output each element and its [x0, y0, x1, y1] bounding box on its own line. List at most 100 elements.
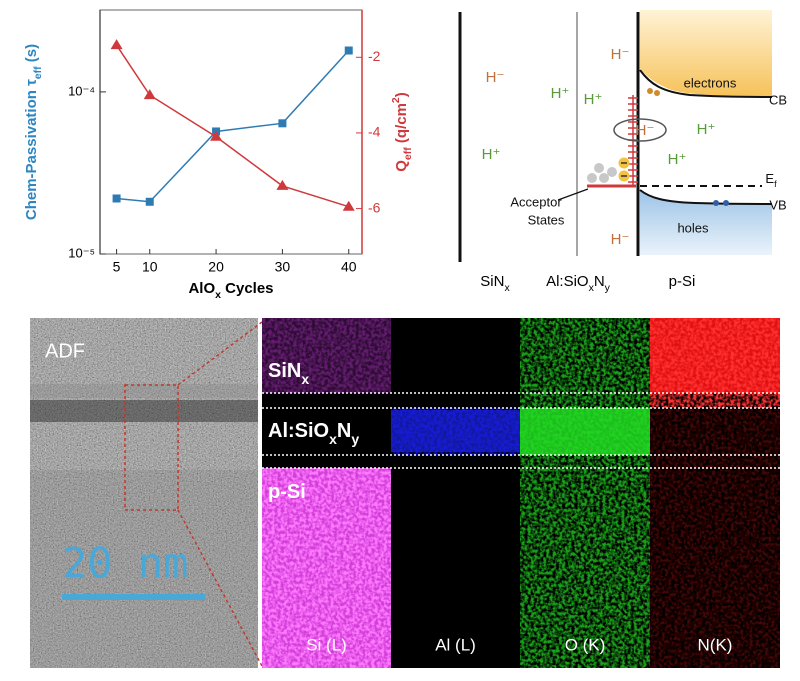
text-part: Al:SiO	[268, 420, 329, 442]
band-label: H⁻	[636, 122, 655, 139]
text-part: 2	[390, 97, 402, 103]
x-tick-label: 5	[113, 259, 121, 275]
marker	[210, 130, 223, 141]
marker	[344, 46, 353, 55]
text-part: AlO	[188, 280, 215, 297]
text-part: x	[329, 431, 337, 447]
x-tick-label: 10	[142, 259, 158, 275]
text-part: x	[504, 282, 510, 294]
trapped-charges	[618, 157, 630, 182]
text-part: Chem-Passivation τ	[23, 79, 40, 220]
eds-map-label: Si (L)	[306, 635, 347, 654]
band-label: CB	[769, 92, 787, 107]
text-part: SiN	[480, 273, 504, 290]
y-tick-label: 10⁻⁴	[68, 83, 95, 98]
eds-map-label: O (K)	[565, 635, 606, 654]
eds-layer-label: Al:SiOxNy	[268, 420, 359, 446]
adf-band-dark	[30, 400, 258, 422]
eds-layer-label: SiNx	[268, 360, 309, 386]
text-part: p-Si	[669, 273, 696, 290]
text-part: N	[594, 273, 605, 290]
text-part: eff	[402, 147, 414, 160]
n-map-speck	[650, 318, 780, 408]
micrograph	[30, 318, 780, 668]
si-map-top-base	[262, 318, 391, 393]
text-part: Al:SiO	[546, 273, 589, 290]
text-part: x	[589, 282, 595, 294]
text-part: Q	[393, 160, 410, 172]
band-label: H⁺	[482, 146, 501, 163]
o-map-band	[520, 408, 650, 455]
eds-map-label: N(K)	[698, 635, 733, 654]
text-part: x	[301, 371, 309, 387]
layer-label: p-Si	[669, 273, 696, 290]
n-map-low	[650, 408, 780, 668]
text-part: (s)	[23, 44, 40, 67]
adf-band-light	[30, 384, 258, 398]
band-label: H⁺	[551, 85, 570, 102]
text-part: x	[215, 289, 221, 301]
scale-bar-label: 20 nm	[62, 539, 188, 588]
y2-tick-label: -4	[368, 124, 381, 140]
text-part: f	[774, 179, 777, 189]
x-tick-label: 30	[275, 259, 291, 275]
text-part: eff	[32, 66, 44, 79]
band-label: H⁻	[486, 69, 505, 86]
text-part: )	[393, 92, 410, 97]
text-part: Cycles	[221, 280, 274, 297]
text-part: p-Si	[268, 481, 306, 503]
band-diagram	[458, 10, 773, 262]
eds-map-label: Al (L)	[435, 635, 476, 654]
series-line	[115, 44, 349, 208]
marker	[110, 39, 123, 50]
adf-noise	[30, 318, 258, 668]
hydrogen-atoms	[587, 163, 617, 183]
band-label: Ef	[765, 171, 777, 189]
series-line	[116, 50, 350, 203]
band-label: holes	[677, 220, 709, 235]
selection-box	[124, 384, 179, 511]
adf-label: ADF	[45, 340, 85, 362]
text-part: y	[605, 282, 611, 294]
band-label: H⁺	[697, 121, 716, 138]
text-part: y	[351, 431, 359, 447]
text-part: E	[765, 171, 774, 186]
text-part: (q/cm	[393, 103, 410, 147]
si-map-speck	[262, 468, 391, 668]
carriers	[647, 88, 729, 206]
marker	[143, 89, 156, 100]
band-label: H⁺	[668, 151, 687, 168]
cb-edge	[639, 69, 773, 98]
marker	[342, 200, 355, 211]
eds-layer-label: p-Si	[268, 481, 306, 503]
band-label: electrons	[684, 75, 737, 90]
text-part: N	[337, 420, 351, 442]
highlight-ellipse	[613, 118, 667, 142]
layer-label: Al:SiOxNy	[546, 273, 611, 294]
y-tick-label: 10⁻⁵	[68, 245, 95, 260]
x-tick-label: 40	[341, 259, 357, 275]
plot-frame	[99, 9, 363, 255]
band-label: H⁻	[611, 231, 630, 248]
band-label: Acceptor	[510, 194, 562, 209]
text-part: SiN	[268, 360, 301, 382]
x-axis-label: AlOx Cycles	[188, 280, 273, 301]
adf-substrate	[30, 470, 258, 668]
layer-label: SiNx	[480, 273, 510, 294]
al-map-core	[391, 410, 520, 452]
band-label: VB	[769, 197, 786, 212]
band-label: H⁺	[584, 91, 603, 108]
marker	[276, 179, 289, 190]
y-axis-label: Chem-Passivation τeff (s)	[23, 44, 44, 220]
band-label: States	[528, 212, 565, 227]
marker	[278, 119, 287, 128]
vb-edge	[639, 189, 773, 205]
acceptor-arrow	[557, 188, 589, 201]
o-map	[520, 318, 650, 668]
y2-tick-label: -2	[368, 48, 381, 64]
y2-tick-label: -6	[368, 199, 381, 215]
marker	[145, 197, 154, 206]
band-label: H⁻	[611, 46, 630, 63]
